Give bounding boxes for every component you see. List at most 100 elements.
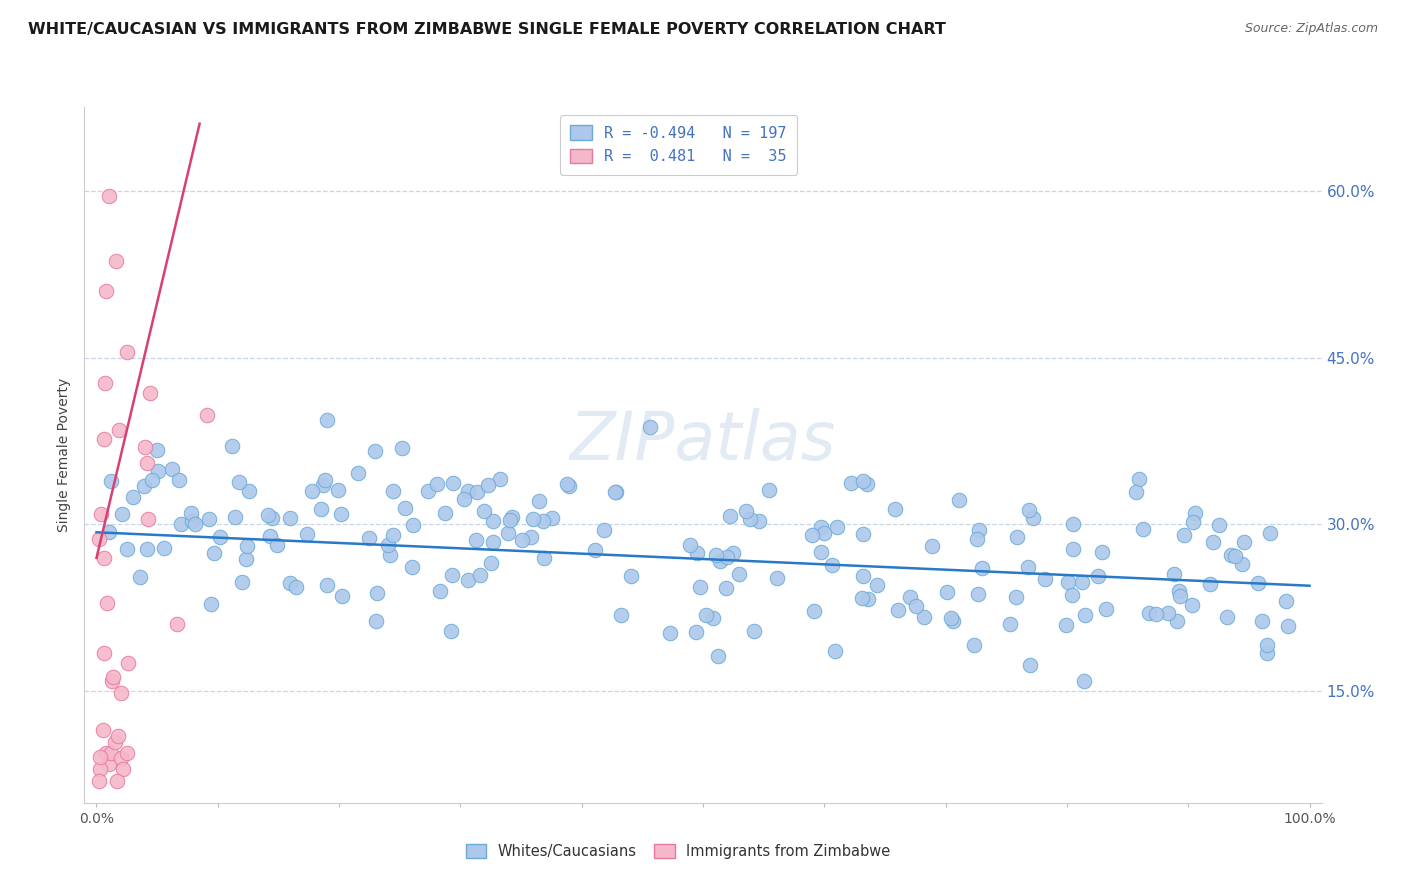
Point	[285, 581, 308, 595]
Point	[856, 592, 879, 607]
Point	[856, 477, 879, 491]
Point	[200, 597, 222, 611]
Point	[136, 456, 159, 470]
Point	[941, 611, 963, 625]
Point	[706, 648, 728, 663]
Point	[221, 438, 243, 452]
Point	[401, 559, 423, 574]
Point	[89, 532, 111, 546]
Point	[115, 746, 138, 760]
Point	[359, 531, 381, 545]
Point	[426, 476, 449, 491]
Point	[884, 501, 907, 516]
Point	[501, 510, 523, 524]
Point	[148, 464, 170, 478]
Point	[610, 608, 633, 623]
Point	[315, 413, 337, 427]
Point	[1208, 517, 1230, 532]
Point	[266, 537, 288, 551]
Point	[1019, 658, 1042, 673]
Point	[90, 507, 112, 521]
Point	[1251, 614, 1274, 628]
Point	[1202, 535, 1225, 549]
Point	[198, 512, 221, 526]
Point	[1005, 530, 1028, 544]
Point	[122, 491, 145, 505]
Point	[1256, 638, 1278, 652]
Point	[439, 624, 461, 639]
Point	[658, 625, 681, 640]
Point	[363, 443, 385, 458]
Point	[541, 510, 564, 524]
Point	[96, 746, 118, 760]
Point	[839, 476, 862, 491]
Point	[740, 512, 762, 526]
Point	[735, 504, 758, 518]
Point	[330, 589, 353, 603]
Point	[851, 591, 873, 605]
Point	[108, 423, 131, 437]
Point	[170, 517, 193, 532]
Point	[457, 574, 479, 588]
Point	[1054, 617, 1077, 632]
Point	[112, 763, 135, 777]
Point	[1216, 610, 1239, 624]
Point	[1181, 599, 1204, 613]
Point	[1167, 583, 1189, 598]
Point	[278, 576, 301, 591]
Point	[93, 432, 115, 446]
Point	[810, 520, 832, 534]
Point	[301, 483, 323, 498]
Point	[441, 475, 464, 490]
Point	[810, 545, 832, 559]
Point	[256, 508, 278, 523]
Point	[935, 585, 957, 599]
Point	[146, 442, 169, 457]
Point	[967, 523, 990, 537]
Point	[898, 591, 921, 605]
Point	[377, 538, 399, 552]
Point	[117, 542, 139, 557]
Point	[117, 656, 139, 670]
Point	[394, 501, 416, 516]
Point	[866, 578, 889, 592]
Point	[529, 494, 551, 508]
Point	[1247, 575, 1270, 590]
Point	[1056, 575, 1078, 590]
Point	[702, 611, 724, 625]
Point	[1074, 607, 1097, 622]
Point	[224, 509, 246, 524]
Point	[110, 751, 132, 765]
Point	[1144, 607, 1167, 621]
Point	[887, 603, 910, 617]
Point	[453, 491, 475, 506]
Point	[558, 479, 581, 493]
Point	[105, 773, 128, 788]
Point	[366, 614, 388, 628]
Point	[1035, 572, 1057, 586]
Point	[111, 508, 134, 522]
Point	[139, 385, 162, 400]
Point	[533, 551, 555, 566]
Point	[510, 533, 533, 547]
Point	[315, 578, 337, 592]
Point	[167, 473, 190, 487]
Point	[1157, 606, 1180, 620]
Point	[402, 518, 425, 533]
Point	[135, 541, 157, 556]
Y-axis label: Single Female Poverty: Single Female Poverty	[58, 378, 72, 532]
Point	[391, 441, 413, 455]
Point	[129, 570, 152, 584]
Point	[104, 734, 127, 748]
Point	[1168, 589, 1191, 603]
Point	[429, 584, 451, 599]
Point	[465, 484, 488, 499]
Point	[638, 419, 661, 434]
Point	[522, 512, 544, 526]
Point	[195, 408, 218, 422]
Point	[1198, 576, 1220, 591]
Point	[107, 729, 129, 743]
Point	[852, 474, 875, 488]
Point	[721, 546, 744, 560]
Point	[1005, 590, 1028, 604]
